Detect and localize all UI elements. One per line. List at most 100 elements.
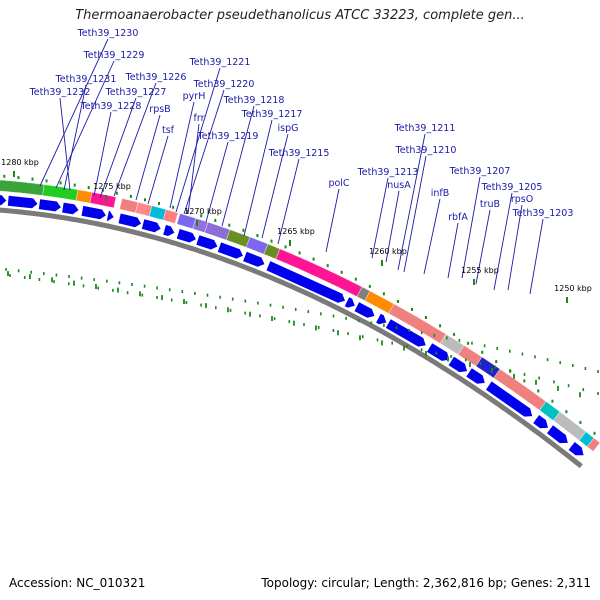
gene-label[interactable]: Teth39_1205 [481, 182, 543, 193]
gene-feature[interactable] [89, 191, 117, 209]
gene-labels: Teth39_1230 Teth39_1229 Teth39_1231 Teth39_… [29, 28, 574, 223]
outer-dot [439, 324, 442, 328]
outer-dot [3, 174, 6, 178]
cds-arrow[interactable] [448, 356, 468, 373]
leader-line [397, 133, 426, 271]
gene-label[interactable]: infB [431, 188, 450, 199]
gene-label[interactable]: rbfA [448, 212, 468, 223]
cds-arrow[interactable] [568, 442, 584, 456]
gene-label[interactable]: Teth39_1203 [512, 208, 574, 219]
outer-dot [186, 209, 189, 213]
gene-label[interactable]: ispG [278, 123, 299, 134]
gene-feature[interactable] [42, 184, 79, 201]
gene-label[interactable]: Teth39_1219 [197, 131, 259, 142]
gene-feature[interactable] [119, 198, 139, 214]
outer-dot [45, 179, 48, 183]
outer-dot [382, 292, 385, 296]
gene-label[interactable]: Teth39_1220 [193, 79, 255, 90]
kbp-tick-label: 1280 kbp [1, 158, 39, 167]
leader-line [325, 188, 340, 253]
cds-arrow[interactable] [354, 302, 375, 318]
gene-label[interactable]: Teth39_1215 [268, 148, 330, 159]
leader-line [447, 222, 459, 279]
leader-line [175, 67, 221, 213]
leader-line [99, 97, 137, 199]
gene-label[interactable]: pyrH [183, 91, 206, 102]
outer-dot [214, 218, 217, 222]
outer-dot [340, 270, 343, 274]
cds-arrow[interactable] [81, 205, 106, 220]
leader-line [221, 105, 255, 227]
cds-arrow[interactable] [106, 210, 114, 221]
leader-line [93, 111, 112, 197]
gene-feature[interactable] [204, 221, 231, 241]
leader-line [423, 198, 441, 275]
cds-arrow[interactable] [217, 242, 243, 259]
leader-line [147, 135, 169, 205]
cds-arrow[interactable] [118, 213, 142, 228]
cds-arrow[interactable] [533, 415, 548, 429]
gene-label[interactable]: rpsO [511, 194, 533, 205]
gene-label[interactable]: Teth39_1227 [105, 87, 167, 98]
gene-label[interactable]: Teth39_1211 [394, 123, 456, 134]
cds-arrow[interactable] [0, 195, 7, 206]
kbp-tick-label: 1255 kbp [461, 266, 499, 275]
gene-label[interactable]: truB [480, 199, 500, 210]
cds-arrow[interactable] [266, 261, 346, 303]
cds-arrow[interactable] [7, 195, 38, 209]
leader-line [371, 177, 389, 259]
outer-dot [425, 316, 427, 319]
gene-label[interactable]: Teth39_1221 [189, 57, 251, 68]
gene-feature[interactable] [75, 189, 93, 204]
cds-arrow[interactable] [486, 381, 533, 417]
cds-arrow[interactable] [196, 235, 218, 250]
outer-dot [144, 198, 146, 202]
outer-dot [593, 431, 596, 435]
gene-label[interactable]: Teth39_1217 [241, 109, 303, 120]
outer-dot [396, 300, 399, 303]
gene-feature[interactable] [162, 209, 179, 224]
outer-dot [256, 234, 259, 238]
gene-label[interactable]: polC [328, 178, 349, 189]
cds-arrow[interactable] [376, 313, 387, 325]
outer-dot [129, 194, 132, 198]
gene-label[interactable]: Teth39_1218 [223, 95, 285, 106]
gene-label[interactable]: Teth39_1230 [77, 28, 139, 39]
cds-arrow[interactable] [243, 251, 265, 267]
leader-line [169, 101, 195, 209]
gene-feature[interactable] [586, 437, 600, 452]
gene-label[interactable]: Teth39_1226 [125, 72, 187, 83]
cds-arrow[interactable] [547, 425, 568, 444]
cds-arrow[interactable] [62, 202, 79, 215]
gene-feature[interactable] [225, 229, 251, 248]
gene-label[interactable]: rpsB [149, 104, 170, 115]
gene-label[interactable]: nusA [387, 180, 411, 191]
gene-label[interactable]: Teth39_1213 [357, 167, 419, 178]
gene-label[interactable]: Teth39_1232 [29, 87, 91, 98]
cds-arrow[interactable] [176, 229, 196, 243]
gene-label[interactable]: Teth39_1229 [83, 50, 145, 61]
cds-arrow[interactable] [385, 319, 426, 347]
cds-arrow[interactable] [344, 297, 355, 308]
backbone-line [0, 207, 583, 469]
inner-tick-rings [5, 268, 599, 398]
cds-arrow[interactable] [163, 225, 175, 236]
cds-arrow[interactable] [38, 199, 61, 212]
outer-dot [312, 257, 315, 261]
tick-labels: 1280 kbp 1275 kbp 1270 kbp 1265 kbp 1260 kbp… [1, 158, 592, 303]
gene-label[interactable]: tsf [162, 125, 175, 136]
gene-label[interactable]: Teth39_1228 [80, 101, 142, 112]
gene-feature[interactable] [0, 179, 45, 196]
cds-arrow[interactable] [141, 219, 161, 233]
outer-dot [368, 284, 371, 288]
gene-label[interactable]: Teth39_1231 [55, 74, 117, 85]
leader-line [243, 119, 273, 237]
leader-line [55, 60, 115, 189]
cds-arrow[interactable] [427, 343, 450, 361]
leader-line [277, 158, 300, 245]
cds-arrow[interactable] [466, 368, 485, 384]
gene-label[interactable]: Teth39_1207 [449, 166, 511, 177]
gene-label[interactable]: Teth39_1210 [395, 145, 457, 156]
gene-label[interactable]: frr [194, 113, 205, 124]
